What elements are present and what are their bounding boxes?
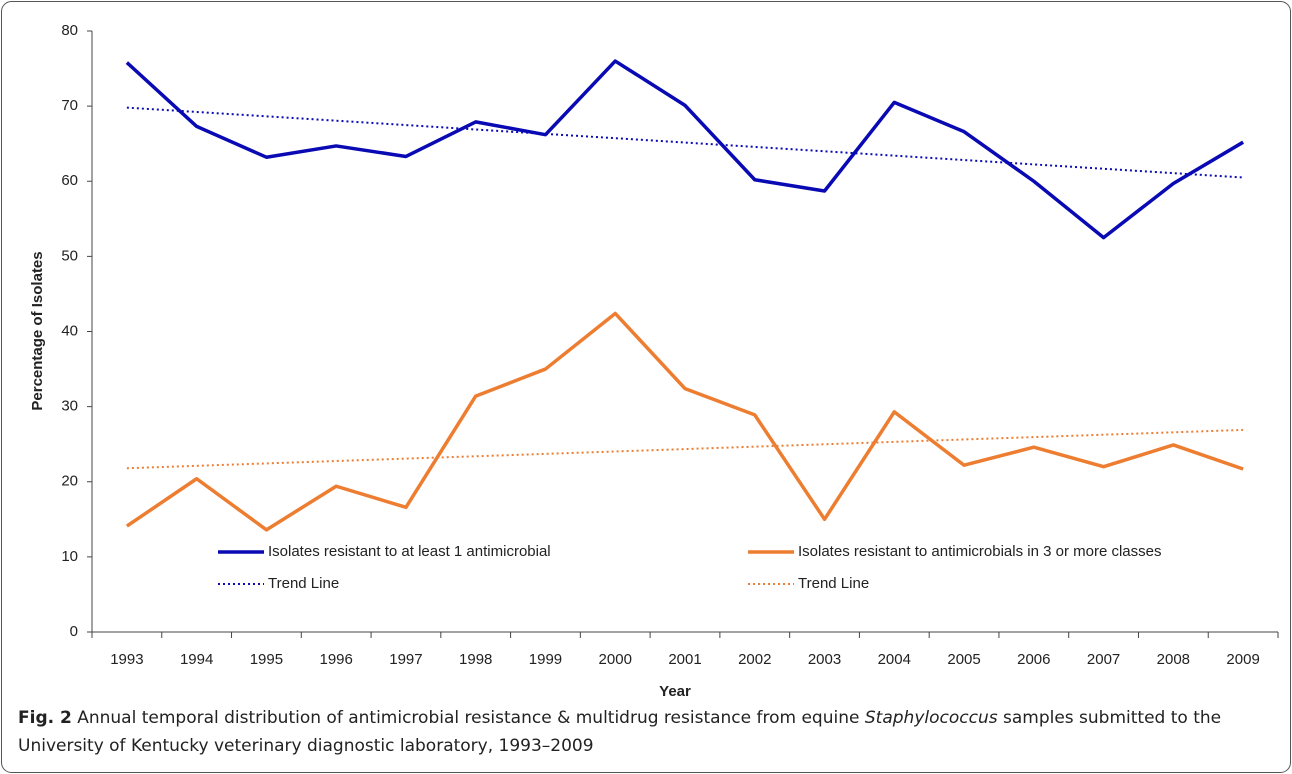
caption-label: Fig. 2 <box>18 708 72 728</box>
x-tick-label: 2003 <box>808 651 841 668</box>
y-tick-label: 40 <box>61 322 78 339</box>
x-tick-label: 1994 <box>180 651 213 668</box>
x-tick-label: 2007 <box>1087 651 1120 668</box>
y-tick-label: 80 <box>61 22 78 39</box>
x-tick-label: 2008 <box>1157 651 1190 668</box>
caption-text: samples submitted to the University of K… <box>18 708 1222 756</box>
x-tick-label: 2005 <box>947 651 980 668</box>
y-tick-label: 50 <box>61 247 78 264</box>
legend-label: Trend Line <box>268 575 339 592</box>
x-tick-label: 1997 <box>389 651 422 668</box>
trend-line <box>126 428 1244 470</box>
x-tick-label: 1998 <box>459 651 492 668</box>
y-tick-label: 20 <box>61 473 78 490</box>
series-line <box>125 59 1245 240</box>
x-axis-title: Year <box>659 683 691 700</box>
x-tick-label: 1993 <box>110 651 143 668</box>
legend-label: Isolates resistant to antimicrobials in … <box>798 543 1161 560</box>
x-tick-label: 2000 <box>599 651 632 668</box>
x-tick-label: 2001 <box>668 651 701 668</box>
y-tick-label: 30 <box>61 398 78 415</box>
y-tick-label: 0 <box>70 623 78 640</box>
series-line <box>125 311 1244 532</box>
y-tick-label: 60 <box>61 172 78 189</box>
x-tick-label: 1995 <box>250 651 283 668</box>
caption-text: Annual temporal distribution of antimicr… <box>71 708 865 728</box>
y-tick-label: 10 <box>61 548 78 565</box>
legend-label: Isolates resistant to at least 1 antimic… <box>268 543 551 560</box>
x-tick-label: 2004 <box>878 651 911 668</box>
x-tick-label: 1999 <box>529 651 562 668</box>
caption-italic: Staphylococcus <box>864 708 998 728</box>
legend-label: Trend Line <box>798 575 869 592</box>
y-tick-label: 70 <box>61 97 78 114</box>
y-axis-title: Percentage of Isolates <box>29 251 46 410</box>
trend-line <box>126 106 1244 179</box>
caption: Fig. 2 Annual temporal distribution of a… <box>18 704 1258 760</box>
x-tick-label: 2006 <box>1017 651 1050 668</box>
x-tick-label: 2002 <box>738 651 771 668</box>
x-tick-label: 2009 <box>1226 651 1259 668</box>
x-tick-label: 1996 <box>319 651 352 668</box>
